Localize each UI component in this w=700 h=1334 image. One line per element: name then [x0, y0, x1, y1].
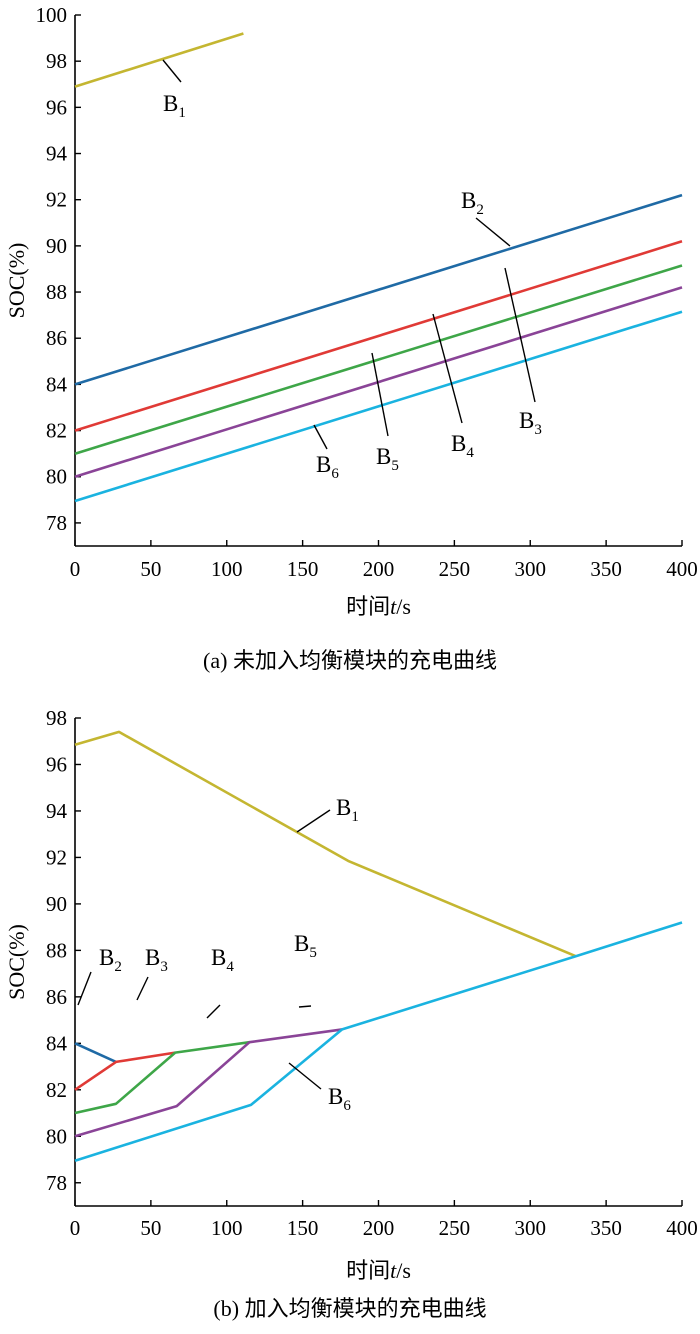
chart-caption: (a) 未加入均衡模块的充电曲线: [203, 648, 497, 673]
leader-line-b1: [162, 59, 182, 83]
x-tick-label: 0: [70, 1216, 81, 1240]
leader-line-b3: [136, 976, 149, 1001]
x-tick-label: 150: [287, 557, 319, 581]
y-tick-label: 100: [36, 3, 68, 27]
x-axis-title: 时间t/s: [346, 1258, 411, 1283]
series-label-b6: B6: [316, 452, 339, 482]
series-line-b3: [74, 240, 683, 432]
series-label-b4: B4: [451, 431, 474, 461]
y-tick-label: 92: [46, 845, 67, 869]
y-tick-label: 92: [46, 188, 67, 212]
leader-line-b6: [288, 1062, 322, 1090]
leader-line-b4: [206, 1004, 221, 1019]
x-tick-label: 250: [439, 1216, 471, 1240]
series-line-b2: [74, 193, 683, 386]
series-label-b5: B5: [376, 444, 399, 474]
y-tick-label: 84: [46, 1031, 68, 1055]
y-tick-label: 88: [46, 938, 67, 962]
series-line-b1: [74, 730, 577, 958]
x-tick-label: 400: [666, 1216, 698, 1240]
x-tick-label: 250: [439, 557, 471, 581]
series-label-b6: B6: [328, 1084, 351, 1114]
y-tick-label: 82: [46, 1078, 67, 1102]
leader-line-b5: [298, 1005, 312, 1008]
y-tick-label: 86: [46, 326, 67, 350]
y-tick-label: 98: [46, 49, 67, 73]
y-tick-label: 90: [46, 234, 67, 258]
x-tick-label: 100: [211, 1216, 243, 1240]
leader-line-b4: [432, 313, 463, 424]
series-line-b4: [74, 264, 683, 455]
series-label-b3: B3: [519, 408, 542, 438]
x-tick-label: 0: [70, 557, 81, 581]
chart-a: 0 50 100 150 200 250 300 350 400 78 80 82 84 86 88 90 92…: [4, 3, 698, 673]
series-line-b4: [74, 1040, 250, 1115]
series-label-b1: B1: [336, 795, 359, 825]
chart-b: 0 50 100 150 200 250 300 350 400 78 80 82 84 86 88 90 92…: [4, 706, 698, 1321]
y-tick-label: 80: [46, 465, 67, 489]
x-tick-label: 300: [515, 1216, 547, 1240]
y-tick-label: 98: [46, 706, 67, 730]
series-line-b5: [74, 286, 683, 478]
x-tick-label: 350: [590, 1216, 622, 1240]
x-tick-label: 100: [211, 557, 243, 581]
y-tick-label: 88: [46, 280, 67, 304]
x-tick-label: 150: [287, 1216, 319, 1240]
series-line-b1: [74, 32, 244, 88]
y-tick-label: 78: [46, 1171, 67, 1195]
y-axis-title: SOC(%): [4, 924, 29, 1000]
series-label-b3: B3: [145, 945, 168, 975]
y-tick-label: 86: [46, 985, 67, 1009]
series-label-b5: B5: [294, 931, 317, 961]
series-label-b1: B1: [163, 91, 186, 121]
leader-line-b2: [475, 217, 511, 247]
series-line-b6: [74, 921, 683, 1162]
series-line-b3: [74, 1051, 176, 1091]
y-tick-label: 78: [46, 511, 67, 535]
leader-line-b6: [313, 424, 328, 450]
y-tick-label: 94: [46, 799, 68, 823]
x-tick-label: 50: [140, 1216, 161, 1240]
x-tick-label: 400: [666, 557, 698, 581]
x-tick-label: 200: [363, 557, 395, 581]
series-label-b4: B4: [211, 945, 234, 975]
series-line-b5: [74, 1028, 343, 1138]
x-tick-label: 300: [515, 557, 547, 581]
y-axis-title: SOC(%): [4, 243, 29, 319]
y-tick-label: 84: [46, 372, 68, 396]
y-tick-label: 96: [46, 752, 67, 776]
x-tick-label: 50: [140, 557, 161, 581]
leader-line-b3: [504, 267, 536, 403]
x-tick-label: 200: [363, 1216, 395, 1240]
y-tick-label: 90: [46, 892, 67, 916]
x-axis-title: 时间t/s: [346, 594, 411, 619]
y-tick-label: 82: [46, 419, 67, 443]
y-tick-label: 80: [46, 1124, 67, 1148]
leader-line-b1: [296, 809, 331, 833]
series-line-b2: [74, 1042, 117, 1064]
chart-caption: (b) 加入均衡模块的充电曲线: [213, 1296, 486, 1321]
x-tick-label: 350: [590, 557, 622, 581]
leader-line-b5: [371, 352, 389, 437]
series-label-b2: B2: [99, 945, 122, 975]
leader-line-b2: [77, 971, 92, 1006]
y-tick-label: 94: [46, 142, 68, 166]
y-tick-label: 96: [46, 95, 67, 119]
series-line-b6: [74, 310, 683, 503]
series-label-b2: B2: [461, 188, 484, 218]
